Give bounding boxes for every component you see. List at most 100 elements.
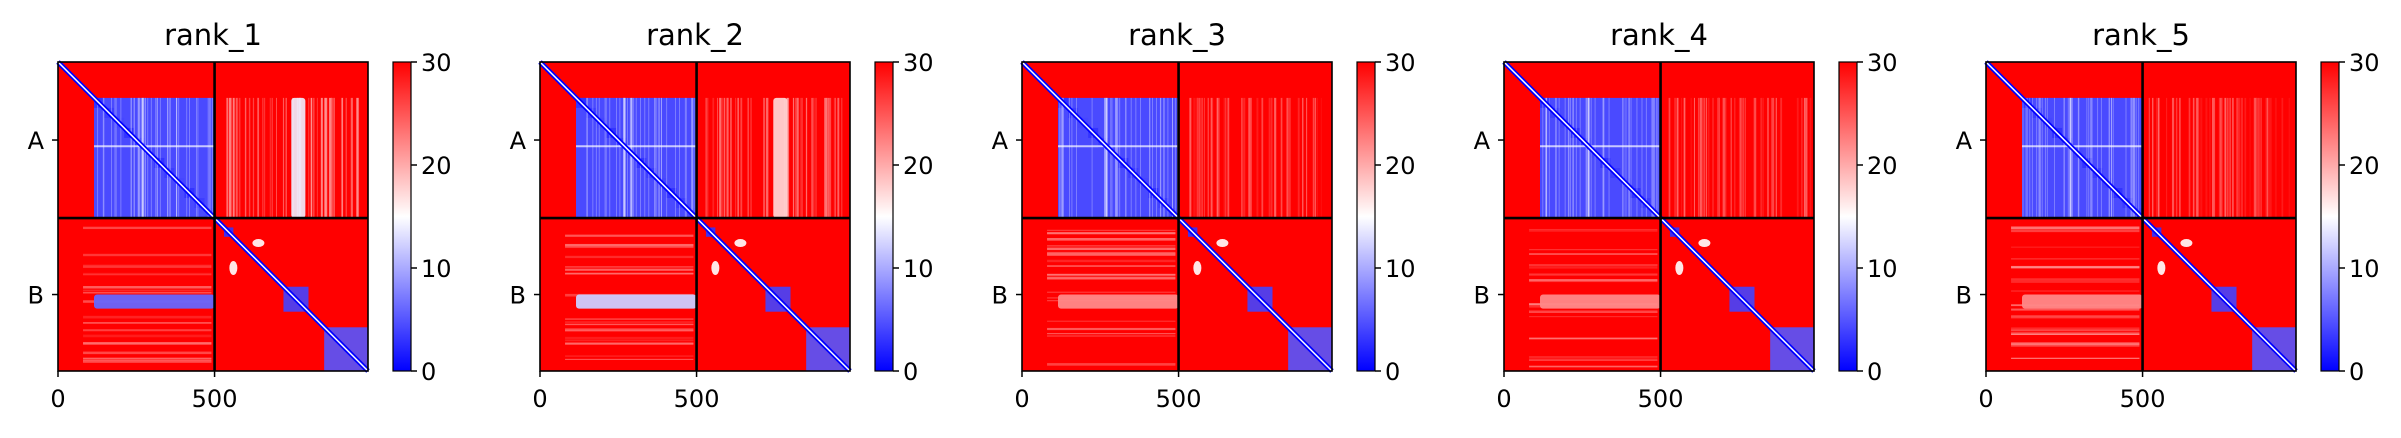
- cross-chain-stripe: [307, 97, 310, 219]
- cross-chain-stripe: [2229, 97, 2231, 219]
- cross-chain-stripe: [269, 97, 271, 219]
- cross-chain-stripe: [800, 97, 802, 219]
- cross-chain-stripe: [2011, 308, 2140, 311]
- chart-title: rank_5: [2092, 18, 2190, 52]
- cross-chain-stripe: [1204, 97, 1205, 219]
- cross-chain-stripe: [2228, 97, 2230, 219]
- cross-chain-stripe: [83, 286, 212, 289]
- y-tick-label: A: [992, 127, 1009, 155]
- cross-chain-stripe: [1189, 97, 1192, 219]
- cross-chain-stripe: [324, 97, 327, 219]
- cross-chain-stripe: [2011, 357, 2140, 359]
- cross-chain-stripe: [797, 97, 800, 219]
- y-tick-label: B: [1956, 282, 1972, 310]
- cross-chain-stripe: [2205, 97, 2208, 219]
- cross-chain-stripe: [2244, 97, 2247, 219]
- cross-chain-stripe: [2157, 97, 2160, 219]
- cross-chain-contact-block: [1058, 294, 1179, 309]
- cross-chain-stripe: [565, 234, 694, 237]
- cross-chain-stripe: [2011, 258, 2140, 260]
- cross-chain-contact-block: [2022, 294, 2143, 309]
- cross-chain-stripe: [1780, 97, 1782, 219]
- cross-chain-stripe: [829, 97, 832, 219]
- cross-chain-stripe: [1280, 97, 1283, 219]
- cross-chain-stripe: [83, 292, 212, 294]
- cross-chain-stripe: [83, 329, 212, 332]
- cross-chain-stripe: [1529, 273, 1658, 276]
- cross-chain-stripe: [2011, 229, 2140, 233]
- contact-spot: [1193, 261, 1202, 275]
- cross-chain-stripe: [565, 272, 694, 275]
- cross-chain-stripe: [1796, 97, 1799, 219]
- cross-chain-stripe: [1268, 97, 1271, 219]
- colorbar-tick-label: 10: [421, 255, 452, 283]
- plot-frame: [1021, 61, 1333, 372]
- cross-chain-stripe: [1730, 97, 1732, 219]
- cross-chain-stripe: [1742, 97, 1745, 219]
- cross-chain-stripe: [1242, 97, 1244, 219]
- cross-chain-stripe: [1216, 97, 1219, 219]
- contact-spot: [1698, 239, 1711, 248]
- cross-chain-stripe: [236, 97, 238, 219]
- colorbar-tick-label: 30: [1385, 49, 1416, 77]
- cross-chain-stripe: [83, 265, 212, 269]
- cross-chain-stripe: [2011, 343, 2140, 347]
- x-tick-label: 500: [1638, 385, 1684, 413]
- cross-chain-stripe: [341, 97, 343, 219]
- cross-chain-stripe: [1680, 97, 1683, 219]
- cross-chain-stripe: [234, 97, 236, 219]
- colorbar-tick-label: 20: [2349, 152, 2380, 180]
- cross-chain-stripe: [1047, 273, 1176, 276]
- cross-chain-stripe: [1767, 97, 1769, 219]
- cross-chain-stripe: [763, 97, 766, 219]
- cross-chain-stripe: [1193, 97, 1194, 219]
- x-tick-label: 0: [50, 385, 65, 413]
- cross-chain-stripe: [1047, 320, 1176, 322]
- cross-chain-stripe: [1047, 245, 1176, 247]
- cross-chain-stripe: [1201, 97, 1204, 219]
- cross-chain-stripe: [1223, 97, 1225, 219]
- cross-chain-stripe: [815, 97, 817, 219]
- pae-panel: rank_5 A B 0 500 0 10 20 30: [1956, 18, 2380, 413]
- y-tick-label: A: [510, 127, 527, 155]
- cross-chain-stripe: [357, 97, 359, 219]
- cross-chain-stripe: [1697, 97, 1700, 219]
- cross-chain-stripe: [2165, 97, 2168, 219]
- cross-chain-stripe: [841, 97, 843, 219]
- cross-chain-stripe: [565, 321, 694, 323]
- contact-spot: [252, 239, 265, 248]
- contact-spot: [2180, 239, 2193, 248]
- cross-chain-stripe: [330, 97, 332, 219]
- cross-chain-stripe: [1676, 97, 1678, 219]
- colorbar-tick-label: 20: [1385, 152, 1416, 180]
- cross-chain-stripe: [2249, 97, 2251, 219]
- cross-chain-stripe: [1707, 97, 1710, 219]
- colorbar-tick-label: 0: [1867, 358, 1882, 386]
- cross-chain-stripe: [1198, 97, 1200, 219]
- cross-chain-stripe: [1047, 277, 1176, 280]
- contact-spot: [734, 239, 747, 248]
- cross-chain-stripe: [2011, 246, 2140, 248]
- cross-chain-stripe: [565, 323, 694, 326]
- cross-chain-stripe: [2011, 266, 2140, 269]
- cross-chain-stripe: [331, 97, 333, 219]
- cross-chain-stripe: [271, 97, 273, 219]
- cross-chain-stripe: [83, 351, 212, 355]
- cross-chain-stripe: [313, 97, 315, 219]
- cross-chain-stripe: [310, 97, 313, 219]
- cross-chain-stripe: [1722, 97, 1725, 219]
- cross-chain-stripe: [1047, 229, 1176, 231]
- cross-chain-stripe: [795, 97, 798, 219]
- colorbar-tick-label: 30: [903, 49, 934, 77]
- cross-chain-stripe: [1047, 232, 1176, 235]
- cross-chain-stripe: [727, 97, 729, 219]
- cross-chain-stripe: [1320, 97, 1322, 219]
- cross-chain-stripe: [1739, 97, 1742, 219]
- cross-chain-stripe: [2212, 97, 2214, 219]
- chart-title: rank_2: [646, 18, 744, 52]
- colorbar: [1356, 61, 1376, 372]
- colorbar: [392, 61, 412, 372]
- cross-chain-stripe: [2238, 97, 2240, 219]
- y-tick-label: B: [28, 282, 44, 310]
- x-tick-label: 0: [1496, 385, 1511, 413]
